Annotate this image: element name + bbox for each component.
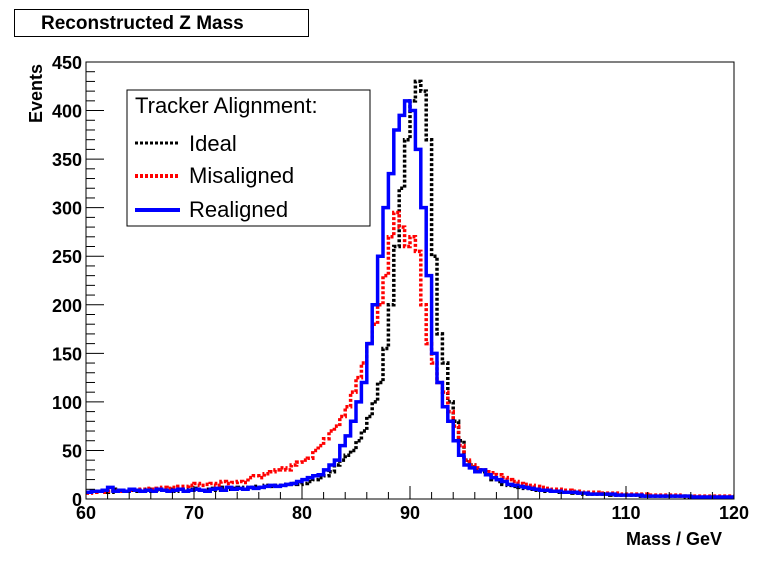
y-tick-label: 100 — [52, 393, 82, 413]
legend-label-ideal: Ideal — [189, 131, 237, 156]
chart-title: Reconstructed Z Mass — [41, 13, 244, 34]
x-tick-label: 70 — [184, 503, 204, 523]
legend-label-misaligned: Misaligned — [189, 163, 294, 188]
x-tick-label: 80 — [292, 503, 312, 523]
y-tick-label: 400 — [52, 102, 82, 122]
legend: Tracker Alignment: Ideal Misaligned Real… — [126, 89, 371, 227]
y-tick-label: 0 — [72, 490, 82, 510]
x-tick-label: 60 — [76, 503, 96, 523]
series-line-misaligned — [86, 210, 734, 498]
legend-label-realigned: Realigned — [189, 197, 288, 222]
y-tick-label: 350 — [52, 150, 82, 170]
y-tick-label: 50 — [62, 441, 82, 461]
axis-ticks: 60 70 80 90 100 110 120 0 50 100 150 200 250 300 350 40… — [52, 53, 749, 523]
x-tick-label: 90 — [400, 503, 420, 523]
legend-title: Tracker Alignment: — [135, 93, 318, 118]
y-tick-label: 150 — [52, 344, 82, 364]
chart-title-box: Reconstructed Z Mass — [14, 9, 309, 37]
y-tick-label: 200 — [52, 296, 82, 316]
y-tick-label: 300 — [52, 199, 82, 219]
x-tick-label: 120 — [719, 503, 749, 523]
y-tick-label: 250 — [52, 247, 82, 267]
y-axis-label: Events — [26, 64, 46, 123]
y-tick-label: 450 — [52, 53, 82, 73]
legend-box — [126, 89, 371, 227]
x-axis-label: Mass / GeV — [626, 529, 722, 549]
x-tick-label: 110 — [611, 503, 640, 523]
series-line-realigned — [86, 99, 734, 499]
histogram-series-group — [86, 79, 734, 499]
x-tick-label: 100 — [503, 503, 533, 523]
